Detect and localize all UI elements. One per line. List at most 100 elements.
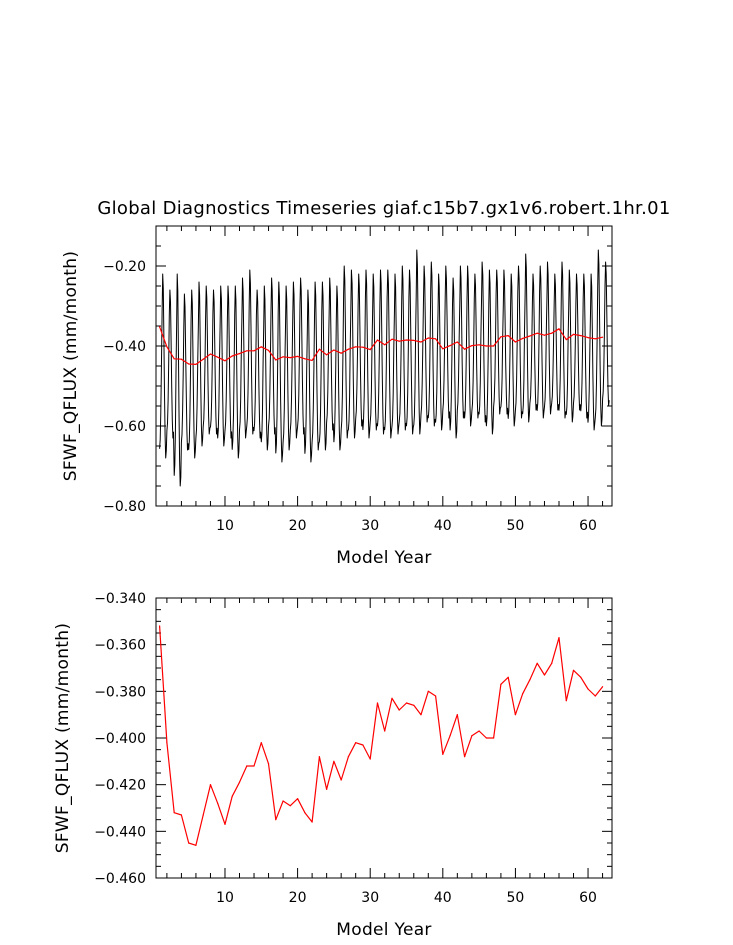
annual-mean-point: [493, 345, 495, 347]
annual-mean-point: [355, 346, 357, 348]
x-tick-label: 30: [361, 890, 379, 906]
annual-mean-point: [304, 358, 306, 360]
annual-mean-point: [580, 676, 582, 678]
x-tick-label: 40: [434, 890, 452, 906]
annual-mean-point: [188, 842, 190, 844]
top-chart: Global Diagnostics Timeseries giaf.c15b7…: [61, 198, 670, 568]
annual-mean-point: [289, 357, 291, 359]
annual-mean-point: [282, 356, 284, 358]
y-tick-label: −0.380: [94, 684, 146, 700]
annual-mean-point: [514, 341, 517, 343]
bottom-ticks: 10 20 30 40 50 60 −0.460 −0.440 −0.420 −0.400 −0.3…: [94, 591, 612, 906]
annual-mean-point: [340, 352, 342, 354]
annual-mean-point: [326, 354, 328, 356]
annual-mean-point: [166, 346, 168, 348]
annual-mean-point: [376, 702, 379, 704]
annual-mean-point: [529, 679, 531, 681]
annual-mean-point: [224, 823, 226, 825]
monthly-series-line: [159, 249, 610, 487]
annual-mean-point: [238, 353, 241, 355]
annual-mean-point: [296, 798, 299, 800]
annual-mean-point: [485, 737, 487, 739]
annual-mean-point: [536, 332, 538, 334]
y-tick-label: −0.420: [94, 778, 146, 794]
annual-mean-point: [369, 349, 371, 351]
top-y-axis-label: SFWF_QFLUX (mm/month): [61, 251, 81, 482]
annual-mean-point: [594, 338, 596, 340]
annual-mean-point: [217, 356, 219, 358]
annual-mean-point: [442, 348, 444, 350]
y-tick-label: −0.340: [94, 591, 146, 607]
annual-mean-point: [289, 805, 291, 807]
annual-mean-point: [267, 763, 270, 765]
annual-mean-point: [558, 637, 560, 639]
annual-mean-point: [413, 704, 415, 706]
annual-mean-point: [522, 337, 524, 339]
annual-mean-point: [587, 337, 589, 339]
annual-mean-point: [471, 735, 473, 737]
annual-mean-point: [195, 363, 197, 365]
annual-mean-point: [246, 765, 248, 767]
annual-mean-point: [478, 344, 480, 346]
annual-mean-point: [369, 758, 371, 760]
annual-mean-point: [376, 339, 379, 341]
annual-mean-point: [449, 345, 451, 347]
annual-mean-point: [166, 742, 168, 744]
annual-mean-point: [202, 358, 204, 360]
annual-mean-point: [601, 336, 604, 338]
annual-mean-point: [304, 812, 306, 814]
top-annual-series: [159, 326, 604, 365]
annual-mean-point: [565, 700, 567, 702]
annual-mean-point: [427, 337, 429, 339]
chart-title: Global Diagnostics Timeseries giaf.c15b7…: [97, 198, 670, 219]
annual-mean-point: [500, 683, 502, 685]
annual-mean-point: [173, 812, 175, 814]
x-tick-label: 20: [289, 890, 307, 906]
annual-mean-point: [238, 781, 241, 783]
annual-mean-point: [173, 358, 175, 360]
annual-mean-point: [159, 326, 161, 328]
annual-mean-point: [391, 338, 393, 340]
annual-mean-point: [420, 341, 422, 343]
bottom-plot-frame: [155, 597, 613, 879]
annual-mean-point: [355, 742, 357, 744]
annual-mean-point: [580, 335, 582, 337]
annual-mean-point: [514, 714, 517, 716]
annual-mean-point: [601, 686, 604, 688]
annual-mean-point: [594, 695, 596, 697]
y-tick-label: −0.80: [103, 499, 146, 515]
annual-mean-point: [231, 355, 233, 357]
annual-mean-point: [485, 345, 487, 347]
x-tick-label: 60: [579, 890, 597, 906]
annual-mean-point: [434, 695, 437, 697]
annual-mean-point: [311, 821, 313, 823]
bottom-x-axis-label: Model Year: [336, 920, 431, 940]
annual-mean-point: [318, 756, 320, 758]
annual-mean-point: [260, 742, 262, 744]
annual-mean-point: [420, 714, 422, 716]
x-tick-label: 40: [434, 518, 452, 534]
annual-mean-point: [275, 359, 277, 361]
annual-mean-point: [463, 756, 466, 758]
annual-mean-line: [159, 326, 603, 365]
annual-mean-point: [253, 350, 255, 352]
annual-mean-point: [384, 344, 386, 346]
annual-mean-point: [296, 355, 299, 357]
y-tick-label: −0.400: [94, 731, 146, 747]
annual-mean-point: [507, 676, 509, 678]
annual-mean-point: [180, 814, 183, 816]
top-plot-frame: [155, 225, 613, 507]
annual-mean-point: [398, 709, 400, 711]
annual-mean-point: [391, 697, 393, 699]
top-x-axis-label: Model Year: [336, 548, 431, 568]
annual-mean-point: [253, 765, 255, 767]
annual-mean-point: [413, 339, 415, 341]
annual-mean-point: [456, 341, 458, 343]
annual-mean-point: [260, 346, 262, 348]
annual-mean-point: [362, 744, 364, 746]
y-tick-label: −0.460: [94, 871, 146, 887]
annual-mean-point: [347, 348, 350, 350]
annual-mean-point: [398, 340, 400, 342]
x-tick-label: 10: [216, 518, 234, 534]
y-tick-label: −0.360: [94, 638, 146, 654]
